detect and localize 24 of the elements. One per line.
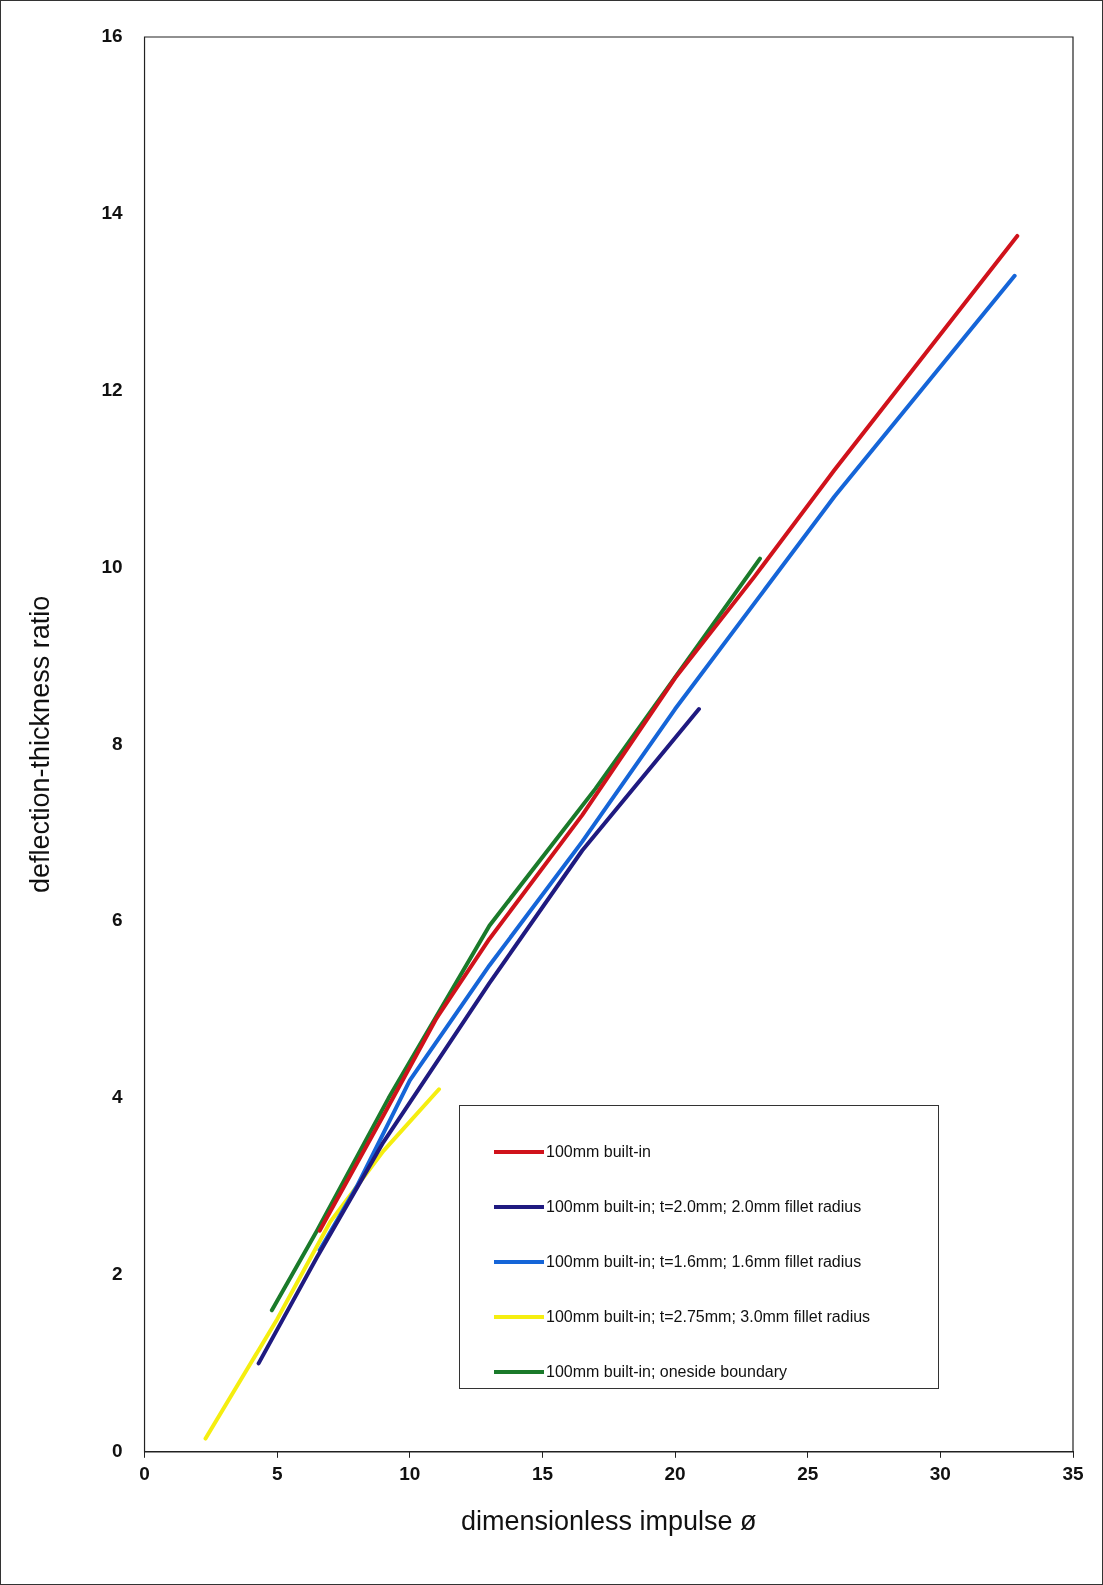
x-tick-label: 15: [531, 1463, 554, 1485]
x-tick-label: 30: [929, 1463, 951, 1485]
y-tick-label: 14: [101, 202, 123, 224]
x-tick-label: 10: [399, 1463, 421, 1485]
y-tick-label: 6: [111, 909, 123, 931]
y-tick-label: 12: [101, 378, 123, 400]
y-tick-label: 4: [111, 1086, 123, 1108]
legend-label: 100mm built-in; t=2.75mm; 3.0mm fillet radius: [546, 1307, 871, 1326]
legend-label: 100mm built-in; t=2.0mm; 2.0mm fillet radius: [546, 1197, 862, 1216]
y-tick-label: 8: [111, 732, 123, 754]
y-tick-label: 2: [111, 1263, 123, 1285]
y-axis-title: deflection-thickness ratio: [24, 595, 55, 893]
legend-label: 100mm built-in; t=1.6mm; 1.6mm fillet radius: [546, 1252, 862, 1271]
x-tick-label: 0: [139, 1463, 150, 1485]
y-tick-label: 16: [101, 25, 123, 47]
x-axis-title: dimensionless impulse ø: [460, 1506, 757, 1537]
legend-label: 100mm built-in: [546, 1142, 651, 1161]
y-tick-label: 0: [111, 1440, 123, 1462]
x-tick-label: 35: [1062, 1463, 1084, 1485]
y-tick-label: 10: [101, 555, 123, 577]
legend-label: 100mm built-in; oneside boundary: [546, 1362, 788, 1381]
x-tick-label: 20: [664, 1463, 686, 1485]
x-tick-label: 5: [271, 1463, 283, 1485]
x-tick-label: 25: [797, 1463, 819, 1485]
